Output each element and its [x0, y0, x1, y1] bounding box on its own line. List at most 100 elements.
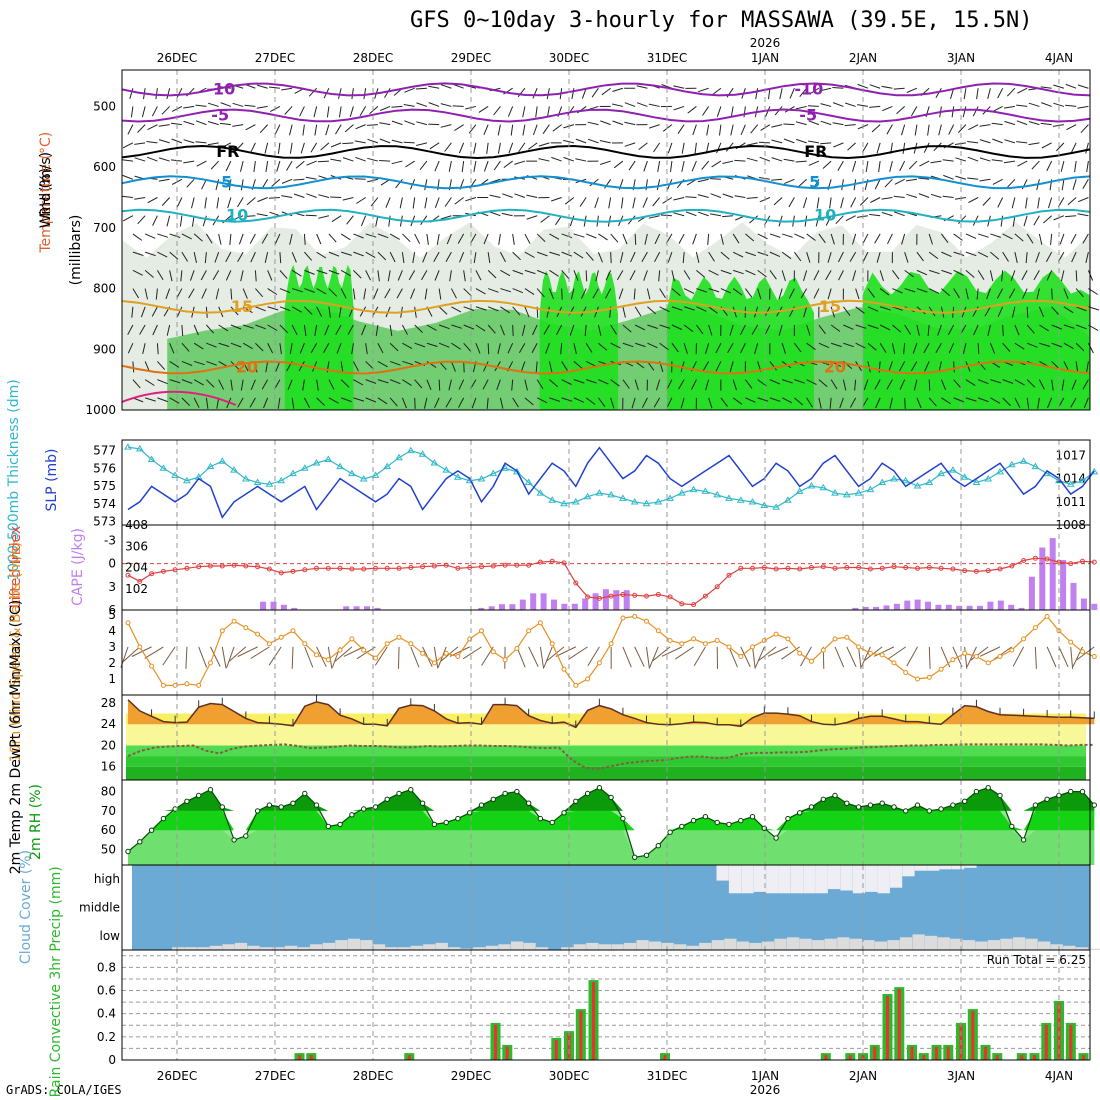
thickness-point — [795, 487, 804, 494]
low-cloud-bar — [686, 945, 699, 951]
wind-barb — [449, 270, 452, 282]
low-cloud-bar — [711, 940, 724, 950]
wind-barb — [740, 342, 746, 354]
wind-barb — [230, 379, 233, 391]
thickness-tick-label: 573 — [93, 514, 116, 528]
wind-barb — [937, 324, 942, 336]
cape-bar — [592, 593, 599, 610]
wind-barb — [438, 288, 442, 300]
wind-barb — [351, 343, 354, 355]
thickness-point — [725, 494, 733, 501]
wind-barb — [670, 161, 673, 173]
wind-barb — [389, 397, 398, 407]
wind-barb — [423, 397, 428, 409]
low-cloud-bar — [234, 942, 248, 950]
rh-point — [997, 792, 1003, 799]
wind-barb — [330, 196, 342, 198]
rh-point — [761, 825, 767, 831]
thickness-point — [619, 494, 627, 501]
wind-barb — [641, 251, 648, 262]
wind-barb — [968, 197, 979, 204]
wind-barb — [1082, 179, 1089, 190]
wind-barb — [367, 138, 379, 144]
wind-barb — [360, 215, 367, 227]
wind-barb — [671, 288, 681, 296]
precip-conv-bar — [824, 1055, 828, 1060]
wind-barb — [551, 156, 562, 162]
wind-barb — [238, 233, 244, 245]
wind-barb — [806, 379, 817, 386]
wind-barb — [573, 379, 585, 384]
precip-conv-bar — [1069, 1024, 1073, 1060]
wind-barb — [549, 379, 559, 388]
wind-barb — [287, 379, 293, 390]
wind-barb — [346, 215, 354, 225]
wind-barb — [130, 106, 134, 118]
wind-barb — [426, 233, 429, 245]
wind-barb — [784, 178, 795, 185]
wind-barb — [375, 324, 379, 336]
wind-barb — [585, 360, 597, 367]
low-cloud-bar — [222, 944, 235, 950]
cape-bar — [364, 606, 370, 611]
pressure-tick-label: 500 — [93, 99, 116, 113]
wind-barb — [401, 324, 408, 335]
low-cloud-bar — [398, 947, 411, 950]
low-cloud-bar — [937, 937, 950, 951]
wind-barb — [169, 397, 180, 404]
cape-bar — [966, 605, 973, 610]
precip-conv-bar — [935, 1046, 938, 1060]
rh-point — [549, 819, 555, 826]
wind-barb — [338, 88, 342, 100]
low-cloud-bar — [724, 938, 737, 950]
lifted-index-point — [644, 593, 649, 599]
wind-barb — [636, 85, 648, 89]
wind-barb — [1050, 233, 1053, 245]
wind-barb — [711, 87, 722, 96]
wind-barb — [935, 342, 942, 353]
wind-barb — [1078, 197, 1089, 203]
lifted-index-point — [408, 565, 414, 570]
wind-barb — [806, 324, 811, 336]
wind-barb — [463, 306, 475, 311]
wind-barb — [965, 288, 969, 300]
high-cloud-bar — [902, 865, 915, 877]
wind-barb — [536, 233, 546, 242]
wind-barb — [316, 397, 325, 406]
wind-barb — [800, 288, 808, 299]
lifted-index-point — [926, 565, 932, 570]
wind-barb — [683, 324, 694, 333]
wind-barb — [264, 252, 269, 264]
wind-speed-point — [809, 658, 814, 664]
temperature-axis-title: 2m Temp 2m DewPt (6hr Min/Max) (°C) — [8, 600, 24, 875]
wind-barb — [984, 306, 991, 317]
wind-barb — [1016, 141, 1028, 144]
wind-barb — [855, 306, 865, 314]
wind-barb — [1039, 324, 1049, 332]
wind-speed-point — [962, 650, 968, 656]
wind-barb — [613, 160, 624, 169]
thickness-point — [218, 457, 227, 464]
thickness-point — [878, 478, 887, 485]
wind-barb-10m — [543, 646, 553, 668]
wind-barb — [127, 324, 134, 335]
wind-barb — [483, 361, 489, 372]
lifted-index-point — [514, 562, 520, 568]
thickness-point — [890, 475, 898, 482]
wind-barb-10m — [1012, 646, 1025, 667]
wind-barb — [330, 142, 342, 148]
precip-conv-bar — [309, 1055, 313, 1060]
wind-barb — [134, 157, 146, 162]
wind-barb — [1075, 361, 1079, 373]
wind-barb — [446, 233, 452, 245]
wind-speed-point — [702, 641, 708, 647]
wind-barb — [207, 121, 219, 126]
thickness-point — [984, 475, 993, 482]
wind-speed-point — [184, 681, 190, 687]
wind-barb — [1040, 122, 1052, 126]
cape-bar — [571, 603, 578, 611]
wind-barb — [575, 158, 587, 162]
cape-bar — [260, 601, 267, 610]
wind-barb — [902, 142, 906, 154]
wind-barb — [434, 397, 440, 409]
